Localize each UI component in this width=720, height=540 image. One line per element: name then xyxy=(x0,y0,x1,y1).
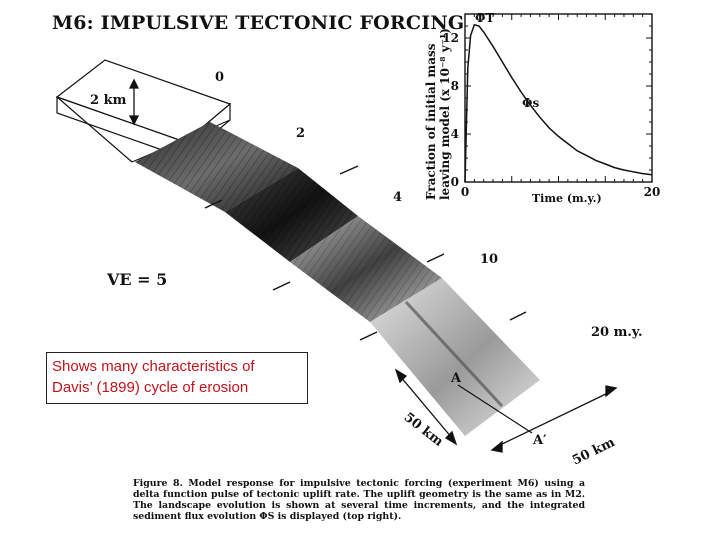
y-axis-title-line2: leaving model (x 10⁻⁸ y⁻¹) xyxy=(438,28,452,200)
sediment-flux-chart: 0 4 8 12 0 20 xyxy=(442,13,661,199)
phi-s-label: Φs xyxy=(522,96,540,110)
figure-caption: Figure 8. Model response for impulsive t… xyxy=(133,478,585,522)
series-line-0 xyxy=(464,23,653,183)
slice-separators xyxy=(204,165,527,341)
section-label-a: A xyxy=(451,371,462,386)
slice-4my xyxy=(225,168,358,262)
caption-lead: Figure 8. xyxy=(133,478,183,489)
time-label-2: 2 xyxy=(296,126,306,141)
distance-arrows xyxy=(394,368,618,453)
x-tick-label: 0 xyxy=(461,185,469,199)
time-label-0: 0 xyxy=(215,70,225,85)
y-tick-label: 8 xyxy=(451,79,459,93)
callout-line-2: Davis’ (1899) cycle of erosion xyxy=(52,379,249,396)
vertical-exaggeration-label: VE = 5 xyxy=(107,270,168,289)
landscape-diagram xyxy=(55,59,618,453)
y-tick-label: 0 xyxy=(451,175,459,189)
time-label-4: 4 xyxy=(393,190,403,205)
section-line xyxy=(457,384,533,434)
relief-label: 2 km xyxy=(90,93,127,108)
x-tick-label: 20 xyxy=(644,185,661,199)
y-axis-title-line1: Fraction of initial mass xyxy=(424,43,438,200)
y-tick-label: 4 xyxy=(451,127,459,141)
callout-line-1: Shows many characteristics of xyxy=(52,358,255,375)
phi-t-label: ΦT xyxy=(475,11,495,25)
figure-title: M6: IMPULSIVE TECTONIC FORCING xyxy=(52,12,465,34)
x-axis-title: Time (m.y.) xyxy=(532,192,602,205)
slice-20my xyxy=(370,278,540,436)
slice-2my xyxy=(135,122,298,212)
callout-box: Shows many characteristics of Davis’ (18… xyxy=(46,352,308,404)
caption-body: Model response for impulsive tectonic fo… xyxy=(133,478,586,522)
time-label-20: 20 m.y. xyxy=(591,325,643,340)
relief-arrow xyxy=(128,78,140,126)
section-label-a-prime: A′ xyxy=(533,433,547,448)
y-axis-title: Fraction of initial mass leaving model (… xyxy=(424,20,452,200)
chart-plot-frame xyxy=(464,13,653,183)
slice-10my xyxy=(290,216,442,322)
time-label-10: 10 xyxy=(480,252,499,267)
y-tick-label: 12 xyxy=(442,31,459,45)
